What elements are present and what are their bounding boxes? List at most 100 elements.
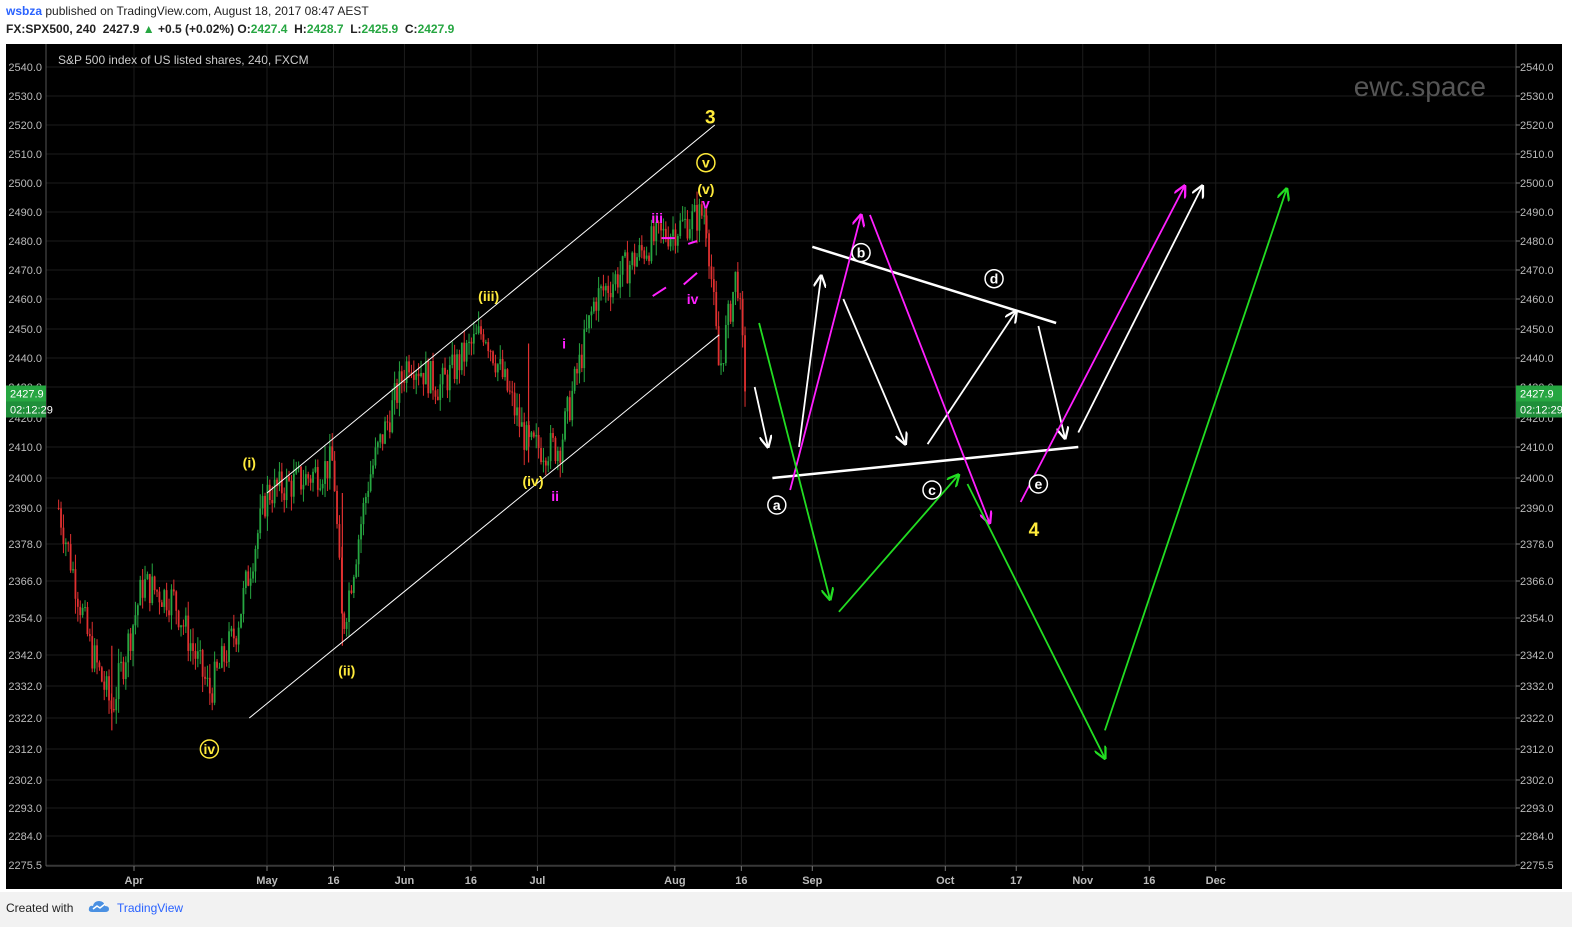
candle-body [136,605,139,616]
candle-body [422,372,425,385]
candle-body [367,490,370,497]
candle-body [506,369,509,391]
candle-body [376,442,379,448]
wave-label: (iii) [478,288,499,304]
price-tick-label: 2342.0 [1520,650,1554,662]
time-tick-label: Sep [802,875,822,887]
candle-body [64,542,67,545]
candle-body [655,222,658,242]
candle-body [616,274,619,288]
candle-body [516,407,518,416]
wave-label-circle [696,152,716,173]
candle-body [321,483,324,489]
tradingview-link[interactable]: TradingView [117,901,184,915]
time-axis[interactable]: Apr May 16 Jun 16 Jul Aug 16 Sep Oct 17 Nov 16 Dec [125,866,1226,887]
candle-body [372,465,374,475]
candle-body [112,709,115,711]
chart-background [6,44,1562,889]
candle-body [343,613,346,629]
candle-body [108,676,110,701]
price-tick-label: 2322.0 [8,713,42,725]
candle-body [302,484,305,490]
price-tick-label: 2275.5 [8,860,42,872]
candle-body [153,576,156,591]
price-tick-label: 2400.0 [1520,473,1554,485]
candle-body [127,633,130,663]
candle-body [122,661,125,680]
wave-label: d [990,271,999,287]
candle-body [564,411,566,440]
candle-body [499,359,502,365]
candle-body [295,468,298,474]
close-label: C: [404,22,418,36]
candle-body [525,425,528,450]
candle-body [568,397,571,421]
candle-body [184,615,187,627]
candle-body [429,360,432,394]
candle-body [57,508,60,509]
candle-body [309,478,312,483]
candle-body [177,610,180,628]
time-tick-label: Aug [664,875,685,887]
author-link[interactable]: wsbza [6,4,43,18]
candle-body [254,549,257,572]
magenta-scenario-arrow [1019,186,1185,503]
candle-body [619,274,622,288]
candle-body [458,354,461,371]
price-tick-label: 2530.0 [8,91,42,103]
candle-body [67,542,70,545]
price-tick-label: 2500.0 [1520,178,1554,190]
candle-body [585,328,588,330]
price-tick-label: 2480.0 [8,236,42,248]
price-tick-label: 2470.0 [1520,265,1554,277]
candle-body [732,291,734,322]
candle-body [223,646,226,662]
tradingview-cloud-icon[interactable] [88,898,110,914]
price-tick-label: 2450.0 [1520,324,1554,336]
candle-body [441,367,444,385]
candle-body [660,223,662,231]
channel-lower-line [248,334,720,719]
candle-body [741,298,744,336]
candle-body [386,421,389,423]
candle-body [530,432,533,438]
candle-body [79,606,82,616]
price-tick-label: 2490.0 [8,207,42,219]
candle-body [468,341,470,343]
candle-body [600,286,602,289]
price-tick-label: 2410.0 [1520,442,1554,454]
candle-body [559,450,562,463]
candle-body [244,571,247,589]
wave-label-circle [984,268,1004,289]
price-tick-label: 2312.0 [8,744,42,756]
published-text: published on TradingView.com, August 18,… [45,4,369,18]
chart-container[interactable]: 2540.0 2530.0 2520.0 2510.0 2500.0 2490.0 2480… [6,44,1563,889]
candle-body [712,279,715,292]
price-tick-label: 2275.5 [1520,860,1554,872]
candle-body [511,391,514,393]
candle-body [316,467,319,490]
candle-body [744,335,746,392]
wave-label: a [773,497,781,513]
candle-body [494,363,497,373]
price-chart[interactable]: 2540.0 2530.0 2520.0 2510.0 2500.0 2490.0 2480… [6,44,1563,889]
candle-body [333,460,336,491]
price-tick-label: 2470.0 [8,265,42,277]
candle-body [686,218,689,239]
wave-label: (v) [697,181,714,197]
candle-body [278,471,281,487]
candle-body [192,643,194,651]
candle-body [285,476,288,501]
candle-body [314,467,317,472]
price-tick-label: 2284.0 [8,831,42,843]
price-axis-left[interactable]: 2540.0 2530.0 2520.0 2510.0 2500.0 2490.0 2480… [8,62,42,872]
candle-body [168,610,170,616]
candle-body [650,226,653,262]
wave-label: v [702,195,710,211]
price-tick-label: 2302.0 [1520,775,1554,787]
candle-body [170,589,173,616]
candle-body [225,661,228,663]
candle-body [645,255,648,259]
candle-body [235,638,238,645]
